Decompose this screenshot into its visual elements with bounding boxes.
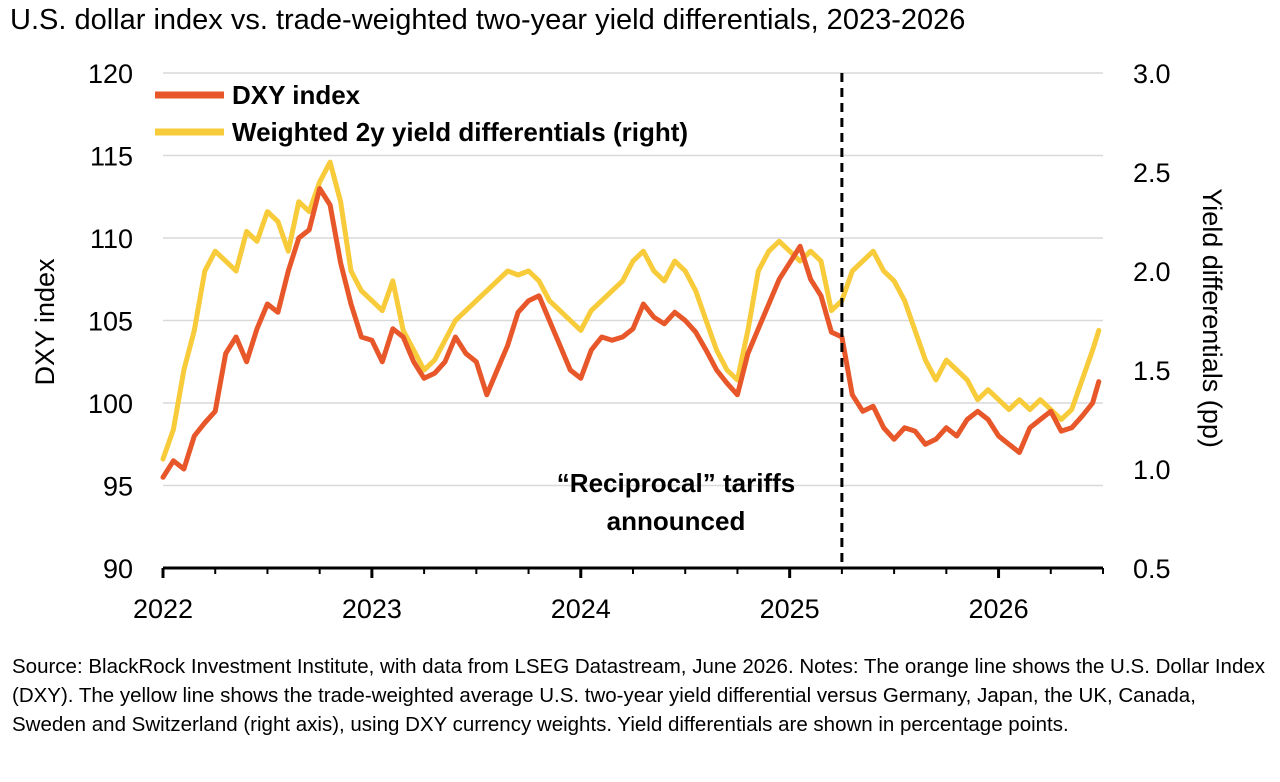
y-axis-left-title: DXY index xyxy=(30,258,60,386)
series-yield-line xyxy=(160,159,1102,462)
legend-label-yield: Weighted 2y yield differentials (right) xyxy=(232,117,688,147)
y-left-tick-label: 95 xyxy=(103,472,133,502)
y-left-tick-label: 115 xyxy=(90,142,133,172)
annotation-line-1: “Reciprocal” tariffs xyxy=(557,468,795,498)
x-tick-label: 2025 xyxy=(760,594,820,624)
y-right-tick-label: 3.0 xyxy=(1133,59,1171,89)
axes: 90 95 100 105 110 115 120 0.5 1.0 1.5 2.0 2.5 3.0 202… xyxy=(88,59,1171,624)
y-right-tick-label: 1.5 xyxy=(1133,356,1171,386)
y-axis-right-title: Yield differentials (pp) xyxy=(1197,188,1227,448)
y-left-tick-label: 100 xyxy=(88,389,133,419)
source-notes: Source: BlackRock Investment Institute, … xyxy=(12,655,1266,736)
x-tick-label: 2026 xyxy=(969,594,1029,624)
y-left-tick-label: 110 xyxy=(90,224,133,254)
series-dxy-line xyxy=(160,186,1102,480)
annotation-line-2: announced xyxy=(607,506,746,536)
y-right-tick-label: 1.0 xyxy=(1133,455,1171,485)
y-left-tick-label: 120 xyxy=(88,59,133,89)
gridlines xyxy=(163,72,1103,487)
x-tick-label: 2023 xyxy=(342,594,402,624)
chart-title: U.S. dollar index vs. trade-weighted two… xyxy=(10,4,966,36)
y-left-tick-label: 105 xyxy=(88,307,133,337)
y-right-tick-label: 0.5 xyxy=(1133,554,1171,584)
x-tick-label: 2024 xyxy=(551,594,611,624)
legend-label-dxy: DXY index xyxy=(232,80,361,110)
tariff-annotation: “Reciprocal” tariffs announced xyxy=(557,468,795,536)
y-right-tick-label: 2.0 xyxy=(1133,257,1171,287)
chart: 90 95 100 105 110 115 120 0.5 1.0 1.5 2.0 2.5 3.0 202… xyxy=(30,59,1227,624)
x-tick-label: 2022 xyxy=(133,594,193,624)
legend: DXY index Weighted 2y yield differential… xyxy=(155,80,688,147)
y-left-tick-label: 90 xyxy=(103,554,133,584)
y-right-tick-label: 2.5 xyxy=(1133,158,1171,188)
series-layer xyxy=(160,159,1102,480)
